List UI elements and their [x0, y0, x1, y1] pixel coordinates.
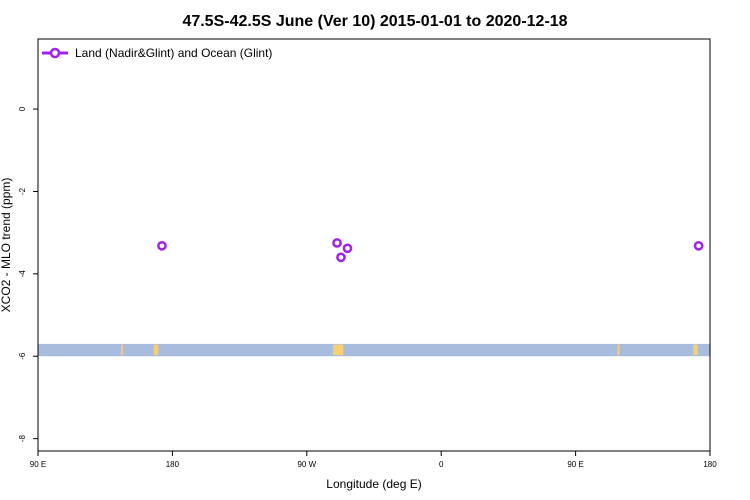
- x-tick-label: 180: [166, 460, 180, 469]
- plot-frame: [37, 38, 711, 452]
- y-axis: 0 -2 -4 -6 -8: [18, 106, 38, 442]
- plot-area: [37, 38, 711, 452]
- legend: Land (Nadir&Glint) and Ocean (Glint): [42, 46, 272, 60]
- plot-background: [38, 39, 710, 451]
- land-marker: [617, 344, 620, 356]
- x-axis-label: Longitude (deg E): [326, 477, 421, 491]
- y-axis-label: XCO2 - MLO trend (ppm): [0, 178, 13, 313]
- y-tick-label: 0: [18, 106, 27, 111]
- y-tick-label: -2: [18, 187, 27, 195]
- data-point: [336, 252, 346, 263]
- x-tick-label: 0: [439, 460, 444, 469]
- land-marker: [121, 344, 123, 356]
- x-axis: 90 E 180 90 W 0 90 E 180: [30, 451, 717, 469]
- x-tick-label: 180: [703, 460, 717, 469]
- chart-title: 47.5S-42.5S June (Ver 10) 2015-01-01 to …: [182, 13, 567, 30]
- x-tick-label: 90 E: [30, 460, 46, 469]
- data-point: [342, 243, 353, 254]
- data-point: [693, 240, 704, 251]
- land-marker: [153, 344, 159, 356]
- legend-marker: [49, 47, 61, 59]
- background-band: [38, 343, 710, 357]
- land-marker: [332, 344, 344, 356]
- x-tick-label: 90 E: [567, 460, 583, 469]
- data-points-layer: [157, 238, 704, 263]
- y-tick-label: -6: [18, 352, 27, 360]
- data-point: [332, 238, 342, 248]
- y-tick-label: -4: [18, 270, 27, 278]
- background-band-layer: [38, 343, 710, 357]
- legend-entry-label: Land (Nadir&Glint) and Ocean (Glint): [75, 46, 272, 60]
- x-tick-label: 90 W: [297, 460, 316, 469]
- data-point: [157, 240, 167, 251]
- land-marker-layer: [121, 344, 698, 356]
- land-marker: [693, 344, 698, 356]
- y-tick-label: -8: [18, 435, 27, 443]
